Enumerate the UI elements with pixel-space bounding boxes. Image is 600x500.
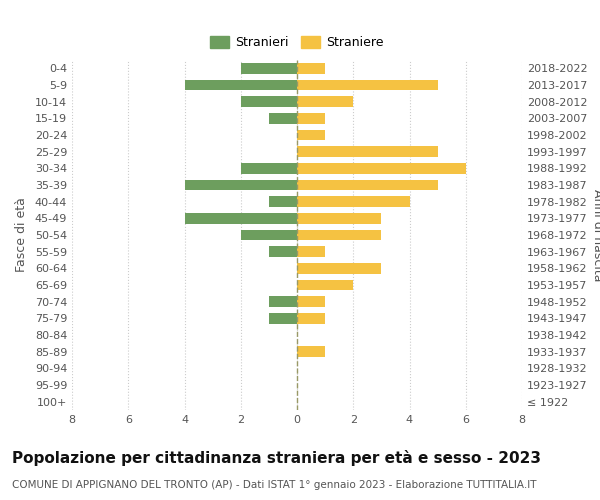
Bar	[297, 346, 325, 357]
Bar	[269, 313, 297, 324]
Bar	[269, 246, 297, 257]
Bar	[185, 180, 297, 190]
Bar	[297, 196, 409, 207]
Bar	[269, 196, 297, 207]
Bar	[297, 130, 325, 140]
Bar	[297, 296, 325, 307]
Bar	[297, 230, 382, 240]
Bar	[297, 80, 437, 90]
Text: COMUNE DI APPIGNANO DEL TRONTO (AP) - Dati ISTAT 1° gennaio 2023 - Elaborazione : COMUNE DI APPIGNANO DEL TRONTO (AP) - Da…	[12, 480, 536, 490]
Bar	[185, 213, 297, 224]
Bar	[241, 163, 297, 174]
Bar	[297, 280, 353, 290]
Bar	[297, 313, 325, 324]
Bar	[297, 146, 437, 157]
Bar	[241, 230, 297, 240]
Bar	[297, 213, 382, 224]
Bar	[297, 246, 325, 257]
Y-axis label: Fasce di età: Fasce di età	[15, 198, 28, 272]
Bar	[297, 113, 325, 124]
Y-axis label: Anni di nascita: Anni di nascita	[591, 188, 600, 281]
Bar	[297, 163, 466, 174]
Legend: Stranieri, Straniere: Stranieri, Straniere	[205, 31, 389, 54]
Bar	[185, 80, 297, 90]
Text: Popolazione per cittadinanza straniera per età e sesso - 2023: Popolazione per cittadinanza straniera p…	[12, 450, 541, 466]
Bar	[241, 96, 297, 107]
Bar	[297, 263, 382, 274]
Bar	[297, 180, 437, 190]
Bar	[269, 113, 297, 124]
Bar	[297, 96, 353, 107]
Bar	[269, 296, 297, 307]
Bar	[241, 63, 297, 74]
Bar	[297, 63, 325, 74]
